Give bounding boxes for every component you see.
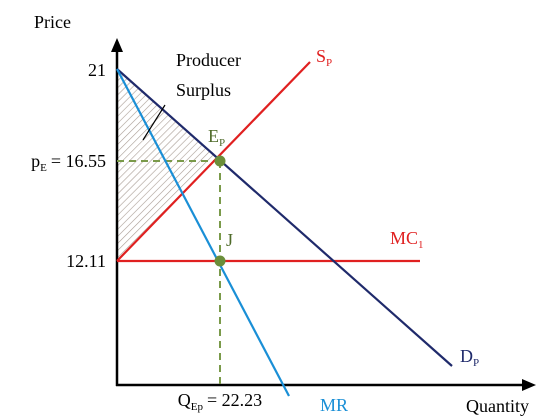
- q-value: = 22.23: [207, 390, 262, 410]
- y-label: Price: [34, 12, 71, 32]
- region-line2: Surplus: [176, 80, 231, 100]
- mc-sub: 1: [418, 239, 424, 251]
- price-top: 21: [88, 60, 106, 80]
- mr-line: [116, 68, 290, 397]
- region-line1: Producer: [176, 50, 241, 70]
- equilibrium-point: [214, 155, 226, 167]
- d-main: D: [460, 346, 473, 366]
- e-main: E: [208, 126, 219, 146]
- price-pe: pE = 16.55: [31, 151, 106, 174]
- d-sub: P: [473, 357, 479, 369]
- supply-label: SP: [316, 46, 332, 69]
- mc-label: MC1: [390, 228, 424, 251]
- price-mc: 12.11: [66, 251, 106, 271]
- pointer: [142, 104, 166, 141]
- mr-label: MR: [320, 395, 348, 415]
- s-main: S: [316, 46, 326, 66]
- q-main: Q: [178, 390, 191, 410]
- demand-line: [116, 68, 453, 367]
- j-label: J: [226, 230, 233, 250]
- q-sub: Ep: [191, 401, 204, 413]
- y-arrow: [111, 38, 123, 52]
- demand-label: DP: [460, 346, 479, 369]
- q-label: QEp = 22.23: [178, 390, 262, 413]
- pe-main: p: [31, 151, 40, 171]
- equilibrium-label: EP: [208, 126, 225, 149]
- e-sub: P: [219, 137, 225, 149]
- supply-line: [116, 61, 311, 262]
- x-arrow: [522, 379, 536, 391]
- j-point: [214, 255, 226, 267]
- pe-value: = 16.55: [51, 151, 106, 171]
- pe-sub: E: [40, 162, 47, 174]
- mc-main: MC: [390, 228, 418, 248]
- s-sub: P: [326, 57, 332, 69]
- x-label: Quantity: [466, 396, 529, 416]
